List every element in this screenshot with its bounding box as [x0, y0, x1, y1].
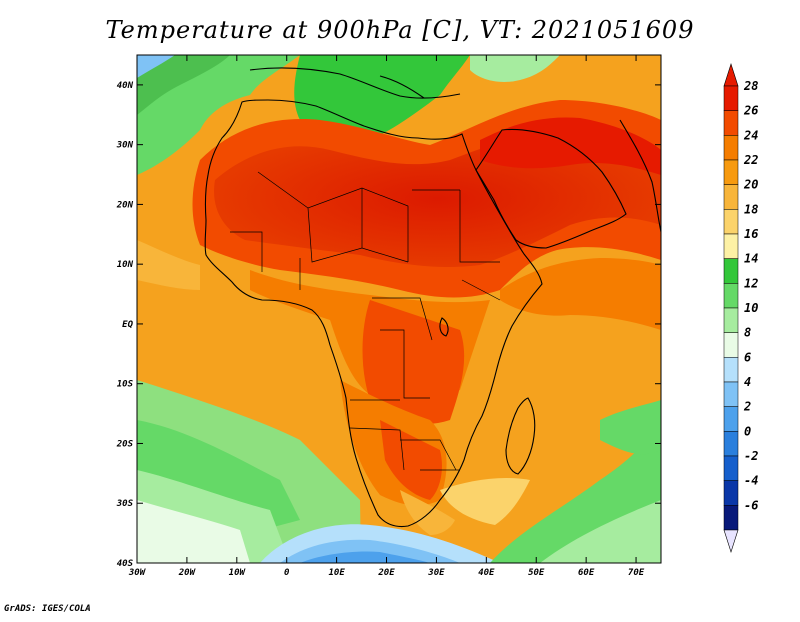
- lon-tick-label: 20E: [377, 568, 395, 578]
- colorbar-label: 22: [743, 153, 758, 167]
- colorbar-swatch: [723, 431, 739, 457]
- colorbar-swatch: [723, 135, 739, 161]
- lat-tick-label: 30N: [116, 141, 134, 151]
- colorbar-label: 24: [743, 128, 758, 142]
- colorbar-swatch: [723, 159, 739, 185]
- colorbar-label: 20: [743, 178, 758, 192]
- lat-tick-label: EQ: [122, 320, 133, 330]
- lat-tick-label: 20S: [116, 439, 134, 449]
- colorbar-label: -6: [744, 498, 758, 512]
- country-borders: [230, 171, 501, 471]
- colorbar-label: -2: [744, 449, 758, 463]
- lat-tick-label: 30S: [116, 499, 134, 509]
- longitude-axis: 30W 20W 10W 0 10E 20E 30E 40E 50E 60E 70E: [128, 55, 645, 578]
- colorbar-label: 6: [744, 350, 751, 364]
- colorbar-label: 16: [744, 227, 758, 241]
- lat-tick-label: 10S: [117, 380, 134, 390]
- colorbar-swatch: [723, 357, 739, 383]
- colorbar-label: 0: [744, 424, 751, 438]
- colorbar-label: 14: [744, 252, 758, 266]
- colorbar-swatch: [723, 406, 739, 432]
- lon-tick-label: 70E: [628, 568, 645, 578]
- colorbar-swatch: [723, 455, 739, 481]
- colorbar-label: 4: [744, 375, 751, 389]
- colorbar-swatch: [723, 307, 739, 333]
- lat-tick-label: 20N: [116, 200, 134, 210]
- colorbar-bottom-arrow: [723, 529, 739, 553]
- colorbar-swatch: [723, 258, 739, 284]
- colorbar-label: 18: [744, 202, 758, 216]
- lat-tick-label: 40N: [117, 81, 134, 91]
- colorbar-swatch: [723, 209, 739, 235]
- chart-title: Temperature at 900hPa [C], VT: 202105160…: [105, 16, 695, 44]
- lon-tick-label: 60E: [578, 568, 595, 578]
- lat-tick-label: 10N: [117, 260, 134, 270]
- colorbar-label: -4: [744, 474, 758, 488]
- lon-tick-label: 30E: [427, 568, 445, 578]
- temperature-field: [137, 55, 661, 563]
- lon-tick-label: 20W: [178, 568, 197, 578]
- lon-tick-label: 30W: [128, 568, 147, 578]
- colorbar-top-arrow: [723, 63, 739, 87]
- colorbar-label: 2: [743, 400, 751, 414]
- colorbar-swatch: [723, 480, 739, 506]
- colorbar-swatch: [723, 233, 739, 259]
- lon-tick-label: 50E: [528, 568, 545, 578]
- colorbar-swatch: [723, 85, 739, 111]
- lon-tick-label: 0: [284, 568, 290, 578]
- lon-tick-label: 10W: [229, 568, 247, 578]
- colorbar-label: 8: [744, 326, 751, 340]
- lat-tick-label: 40S: [117, 559, 134, 569]
- lon-tick-label: 40E: [478, 568, 495, 578]
- colorbar-label: 28: [743, 79, 758, 93]
- colorbar-label: 12: [744, 276, 758, 290]
- colorbar-label: 26: [743, 104, 758, 118]
- colorbar-label: 10: [744, 301, 758, 315]
- coastlines: [204, 67, 661, 528]
- colorbar-swatch: [723, 505, 739, 531]
- colorbar-swatch: [723, 283, 739, 309]
- lon-tick-label: 10E: [328, 568, 345, 578]
- colorbar-swatch: [723, 184, 739, 210]
- colorbar-swatch: [723, 332, 739, 358]
- latitude-axis: 40N 30N 20N 10N EQ 10S 20S 30S 40S: [116, 81, 661, 569]
- grads-credit: GrADS: IGES/COLA: [4, 604, 91, 614]
- colorbar-swatch: [723, 110, 739, 136]
- colorbar-swatch: [723, 381, 739, 407]
- map-frame: [136, 54, 662, 564]
